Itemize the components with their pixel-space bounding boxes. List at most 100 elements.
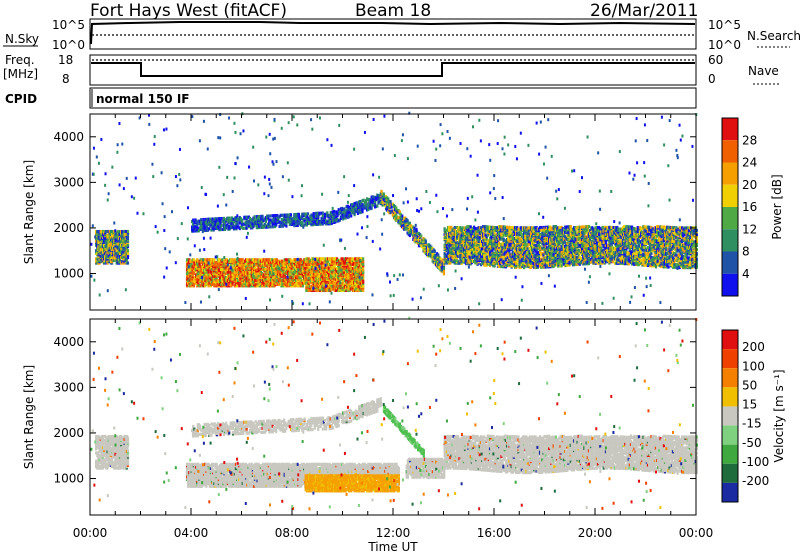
power-cell bbox=[420, 234, 422, 237]
power-cell bbox=[372, 203, 374, 206]
power-cell bbox=[307, 212, 309, 215]
power-cell bbox=[470, 225, 472, 228]
power-cell bbox=[204, 258, 206, 261]
power-cell bbox=[454, 226, 456, 229]
power-cell bbox=[293, 224, 295, 227]
power-cell bbox=[219, 276, 221, 279]
power-cell bbox=[281, 214, 283, 217]
power-cell bbox=[234, 258, 236, 261]
power-cell bbox=[127, 230, 129, 233]
power-cell bbox=[198, 262, 200, 265]
power-cell bbox=[302, 284, 304, 287]
power-cell bbox=[449, 229, 451, 232]
power-cell bbox=[425, 239, 427, 242]
power-cell bbox=[297, 284, 299, 287]
power-cell bbox=[100, 245, 102, 248]
power-cell bbox=[276, 258, 278, 261]
power-cell bbox=[200, 218, 202, 221]
power-cell bbox=[213, 227, 215, 230]
power-cell bbox=[434, 256, 436, 259]
power-cell bbox=[362, 263, 364, 266]
power-cell bbox=[362, 257, 364, 260]
power-cell bbox=[467, 253, 469, 256]
power-cell bbox=[371, 207, 373, 210]
power-cell bbox=[391, 205, 393, 208]
power-cell bbox=[96, 230, 98, 233]
power-cell bbox=[221, 224, 223, 227]
power-cell bbox=[269, 225, 271, 228]
power-cell bbox=[308, 276, 310, 279]
power-cell bbox=[506, 264, 508, 267]
power-cell bbox=[219, 220, 221, 223]
power-cell bbox=[333, 279, 335, 282]
power-cell bbox=[213, 284, 215, 287]
power-cell bbox=[506, 226, 508, 229]
power-cell bbox=[242, 227, 244, 230]
power-cell bbox=[342, 257, 344, 260]
power-cell bbox=[450, 226, 452, 229]
power-cell bbox=[509, 231, 511, 234]
power-cell bbox=[225, 272, 227, 275]
power-cell bbox=[318, 275, 320, 278]
power-cell bbox=[397, 216, 399, 219]
power-cell bbox=[127, 249, 129, 252]
power-cell bbox=[193, 272, 195, 275]
power-cell bbox=[395, 206, 397, 209]
power-cell bbox=[319, 286, 321, 289]
power-cell bbox=[362, 289, 364, 292]
power-cell bbox=[322, 214, 324, 217]
nsearch-bottom-tick: 10^0 bbox=[708, 38, 741, 52]
nave-bottom-tick: 0 bbox=[708, 72, 716, 86]
power-cell bbox=[449, 238, 451, 241]
power-cell bbox=[190, 262, 192, 265]
power-cell bbox=[221, 258, 223, 261]
power-cell bbox=[208, 271, 210, 274]
power-cell bbox=[219, 227, 221, 230]
power-cell bbox=[301, 221, 303, 224]
power-cell bbox=[253, 215, 255, 218]
power-cell bbox=[310, 213, 312, 216]
date-title: 26/Mar/2011 bbox=[590, 1, 698, 21]
power-cell bbox=[285, 258, 287, 261]
power-cell bbox=[322, 211, 324, 214]
power-cell bbox=[348, 215, 350, 218]
power-cell bbox=[362, 279, 364, 282]
power-cell bbox=[443, 267, 445, 270]
power-cell bbox=[193, 221, 195, 224]
power-cell bbox=[285, 224, 287, 227]
nave-label: Nave bbox=[748, 64, 779, 78]
power-cell bbox=[376, 204, 378, 207]
power-cell bbox=[361, 207, 363, 210]
nsky-top-tick: 10^5 bbox=[52, 18, 85, 32]
power-cell bbox=[443, 269, 445, 272]
power-cell bbox=[102, 255, 104, 258]
power-cell bbox=[434, 250, 436, 253]
nave-top-tick: 60 bbox=[708, 53, 723, 67]
power-cell bbox=[127, 244, 129, 247]
power-cell bbox=[444, 227, 446, 230]
power-cell bbox=[361, 210, 363, 213]
power-cell bbox=[281, 218, 283, 221]
power-cell bbox=[369, 203, 371, 206]
nsky-label: N.Sky bbox=[5, 32, 39, 46]
cpid-label: CPID bbox=[5, 92, 37, 106]
nsearch-label: N.Search bbox=[747, 29, 800, 43]
power-cell bbox=[277, 271, 279, 274]
power-cell bbox=[265, 220, 267, 223]
freq-top-tick: 18 bbox=[58, 53, 73, 67]
power-cell bbox=[362, 260, 364, 263]
power-cell bbox=[261, 215, 263, 218]
power-cell bbox=[237, 281, 239, 284]
power-cell bbox=[365, 202, 367, 205]
power-cell bbox=[305, 278, 307, 281]
beam-title: Beam 18 bbox=[355, 1, 431, 21]
power-cell bbox=[223, 217, 225, 220]
power-cell bbox=[318, 212, 320, 215]
power-cell bbox=[225, 226, 227, 229]
power-cell bbox=[213, 258, 215, 261]
power-cell bbox=[272, 225, 274, 228]
freq-label-2: [MHz] bbox=[3, 67, 38, 81]
power-cell bbox=[308, 257, 310, 260]
freq-bottom-tick: 8 bbox=[62, 72, 70, 86]
